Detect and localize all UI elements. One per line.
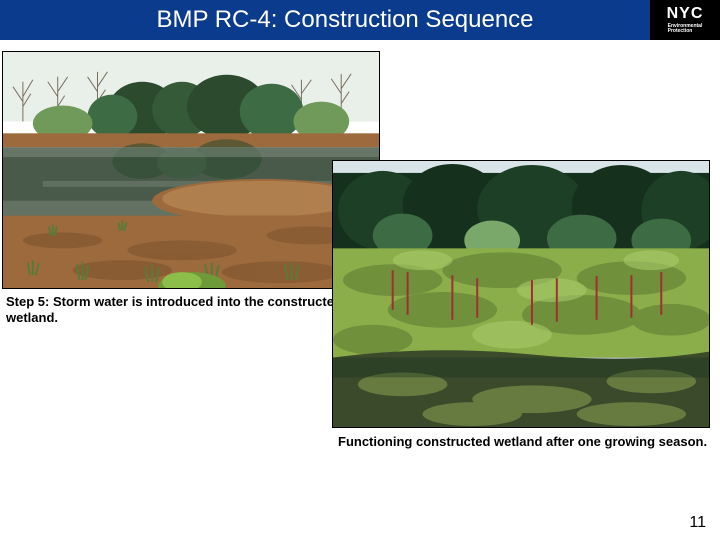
caption-step5: Step 5: Storm water is introduced into t… [6, 294, 366, 327]
title-bar: BMP RC-4: Construction Sequence NYC Envi… [0, 0, 720, 40]
caption-after-season: Functioning constructed wetland after on… [338, 434, 708, 450]
slide: BMP RC-4: Construction Sequence NYC Envi… [0, 0, 720, 540]
logo-subtext: Environmental Protection [668, 24, 703, 35]
nyc-logo: NYC Environmental Protection [650, 0, 720, 40]
page-number: 11 [689, 514, 706, 532]
slide-title: BMP RC-4: Construction Sequence [0, 6, 650, 34]
image-after-season [332, 160, 710, 428]
logo-text: NYC [667, 6, 704, 22]
image-step5 [2, 51, 380, 289]
